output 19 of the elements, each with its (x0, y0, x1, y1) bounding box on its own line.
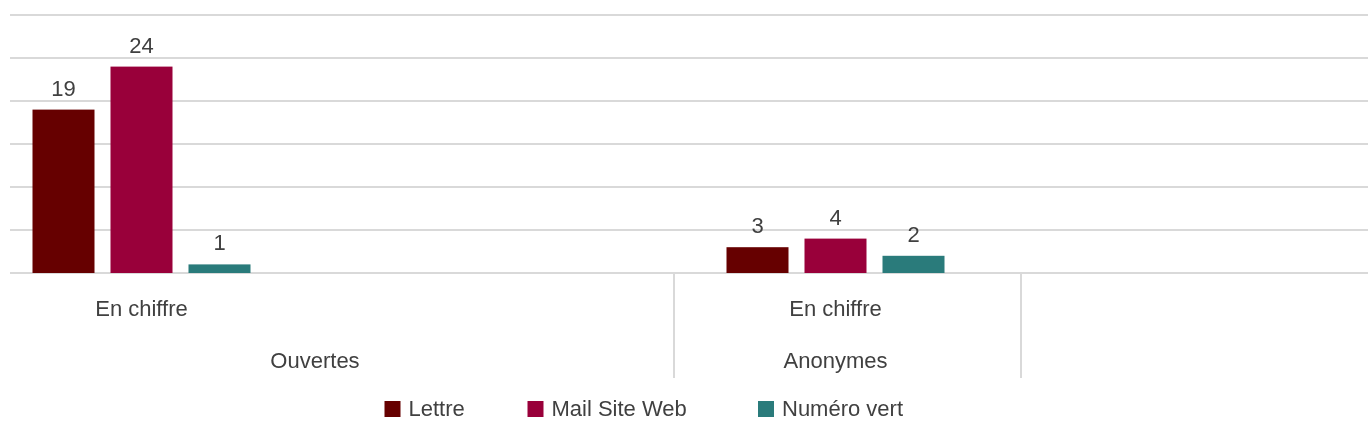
text: Anonymes (783, 348, 888, 373)
bar (188, 264, 251, 273)
legend-label: Lettre (408, 396, 465, 421)
data-label: 4 (829, 204, 842, 230)
x-tick-label: En chiffre (789, 296, 882, 321)
bar (804, 238, 867, 273)
data-label: 2 (907, 221, 920, 247)
bar (32, 109, 95, 273)
bar (882, 255, 945, 273)
bar (726, 247, 789, 273)
bar (110, 66, 173, 273)
legend-label: Numéro vert (782, 396, 904, 421)
data-label: 19 (51, 75, 76, 101)
x-tick-label: En chiffre (95, 296, 188, 321)
data-label: 3 (751, 213, 764, 239)
data-label: 1 (213, 230, 226, 256)
data-label: 24 (129, 32, 154, 58)
text: Ouvertes (270, 348, 360, 373)
legend-label: Mail Site Web (551, 396, 687, 421)
